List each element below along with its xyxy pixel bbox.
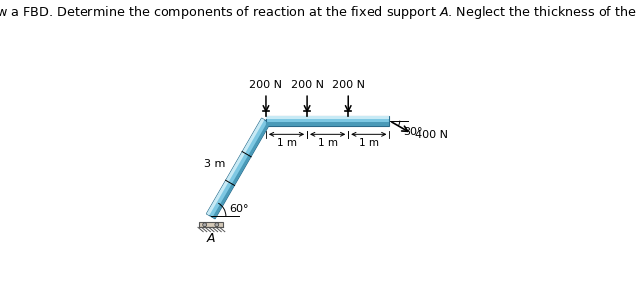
- Text: 3. Draw a FBD. Determine the components of reaction at the fixed support $A$. Ne: 3. Draw a FBD. Determine the components …: [0, 4, 638, 21]
- Text: 200 N: 200 N: [332, 80, 365, 90]
- Text: 3 m: 3 m: [204, 159, 225, 169]
- Polygon shape: [212, 122, 271, 219]
- Polygon shape: [266, 123, 389, 126]
- Polygon shape: [266, 116, 389, 126]
- Polygon shape: [207, 118, 271, 219]
- Bar: [199, 222, 223, 227]
- Text: 1 m: 1 m: [276, 138, 297, 148]
- Text: 200 N: 200 N: [290, 80, 323, 90]
- Circle shape: [203, 223, 207, 227]
- Text: 400 N: 400 N: [415, 130, 448, 140]
- Text: 1 m: 1 m: [359, 138, 379, 148]
- Text: A: A: [207, 232, 215, 245]
- Text: 30°: 30°: [403, 127, 423, 137]
- Polygon shape: [207, 118, 264, 216]
- Polygon shape: [266, 116, 389, 119]
- Circle shape: [215, 223, 219, 227]
- Text: 60°: 60°: [229, 204, 248, 214]
- Text: 1 m: 1 m: [318, 138, 338, 148]
- Text: 200 N: 200 N: [249, 80, 283, 90]
